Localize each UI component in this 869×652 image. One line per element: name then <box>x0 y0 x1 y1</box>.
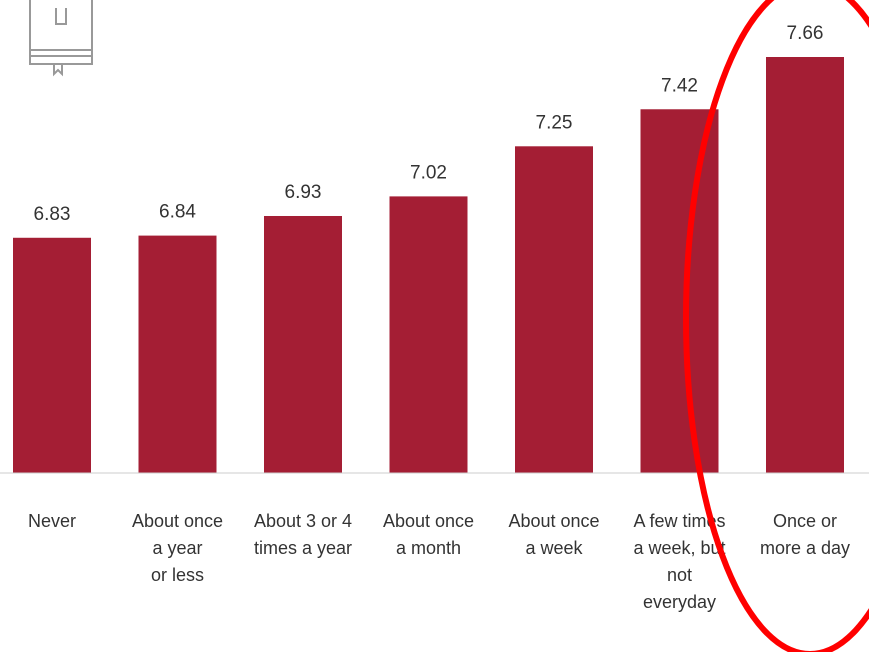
category-label: About once <box>383 511 474 531</box>
data-label: 6.93 <box>285 182 322 203</box>
data-label: 7.66 <box>787 23 824 44</box>
data-label: 6.83 <box>34 204 71 225</box>
category-label: About 3 or 4 <box>254 511 352 531</box>
bar <box>766 57 844 473</box>
category-label: a year <box>152 538 202 558</box>
data-label: 7.25 <box>536 112 573 133</box>
bar <box>13 237 91 473</box>
category-label: About once <box>508 511 599 531</box>
category-label: everyday <box>643 592 716 612</box>
category-label: a week, but <box>633 538 725 558</box>
book-icon <box>29 0 93 77</box>
bars-layer <box>13 57 844 474</box>
bar <box>640 109 719 474</box>
labels-layer: 6.83 Never 6.84 About once a year or less 6.93… <box>28 23 850 612</box>
category-label: Never <box>28 511 76 531</box>
category-label: About once <box>132 511 223 531</box>
category-label: times a year <box>254 538 352 558</box>
data-label: 7.42 <box>661 75 698 96</box>
bar <box>389 196 468 473</box>
bar <box>515 146 593 473</box>
category-label: a month <box>396 538 461 558</box>
category-label: A few times <box>633 511 725 531</box>
data-label: 7.02 <box>410 162 447 183</box>
category-label: a week <box>525 538 583 558</box>
category-label: Once or <box>773 511 837 531</box>
highlight-ellipse <box>683 0 869 652</box>
category-label: not <box>667 565 692 585</box>
category-label: more a day <box>760 538 850 558</box>
bar <box>264 215 342 474</box>
data-label: 6.84 <box>159 202 196 223</box>
category-label: or less <box>151 565 204 585</box>
bar <box>138 235 217 473</box>
annotation-layer <box>683 0 869 652</box>
